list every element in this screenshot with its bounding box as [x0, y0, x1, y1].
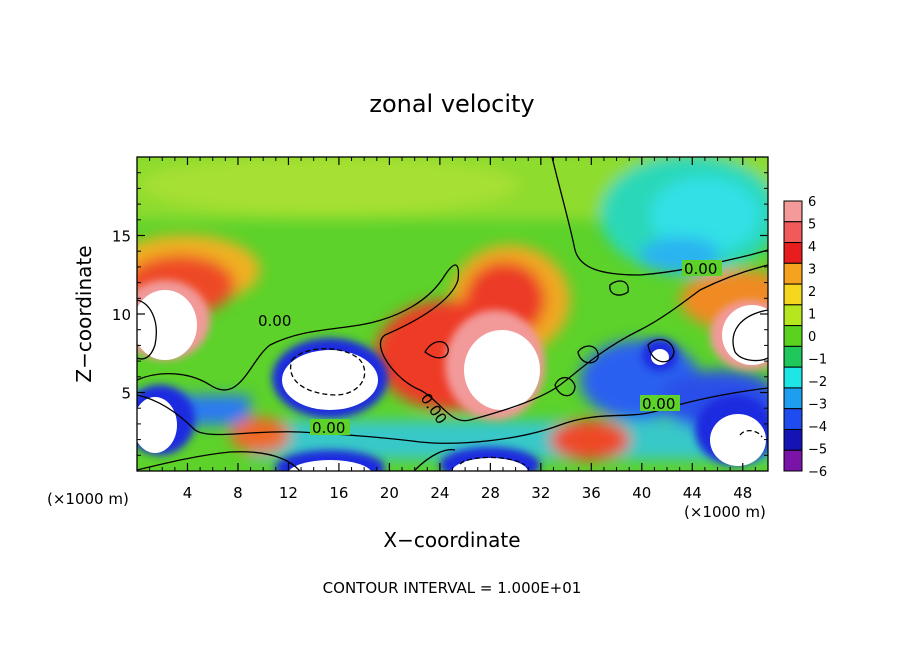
- contour-zero-line: [739, 430, 763, 438]
- x-unit-left: (×1000 m): [47, 490, 129, 508]
- x-tick-label: 32: [531, 484, 550, 502]
- colorbar-level-label: −3: [808, 398, 827, 413]
- colorbar-swatch: [783, 242, 803, 264]
- contour-zero-line: [289, 348, 366, 396]
- x-tick-label: 48: [733, 484, 752, 502]
- colorbar-swatch: [783, 387, 803, 410]
- minor-ticks: [137, 157, 768, 471]
- contour-zero-line: [424, 341, 449, 359]
- y-tick-label: 15: [112, 228, 131, 246]
- colorbar-level-label: 4: [808, 240, 816, 255]
- x-tick-label: 4: [183, 484, 193, 502]
- x-tick-label: 20: [380, 484, 399, 502]
- contour-zero-line: [137, 299, 157, 360]
- colorbar-swatch: [783, 366, 803, 389]
- contour-zero-line: [137, 264, 768, 422]
- y-tick-label: 5: [121, 385, 131, 403]
- white-core: [137, 290, 197, 360]
- x-tick-label: 16: [329, 484, 348, 502]
- colorbar-level-label: −5: [808, 443, 827, 458]
- x-unit-right: (×1000 m): [684, 503, 766, 521]
- contour-zero-line: [459, 456, 526, 466]
- white-core: [722, 305, 768, 365]
- contour-zero-line: [414, 449, 456, 471]
- x-tick-label: 8: [233, 484, 243, 502]
- colorbar-level-label: −2: [808, 375, 827, 390]
- x-tick-label: 28: [481, 484, 500, 502]
- colorbar-level-label: 2: [808, 285, 816, 300]
- colorbar-level-label: 5: [808, 218, 816, 233]
- contour-zero-line: [609, 280, 629, 296]
- colorbar-swatch: [783, 283, 803, 306]
- contour-label: 0.00: [684, 260, 717, 278]
- x-tick-label: 36: [582, 484, 601, 502]
- x-tick-label: 40: [632, 484, 651, 502]
- plot-area: 0.00 0.00 0.00 0.00 0.00: [137, 157, 768, 471]
- contour-label: 0.00: [312, 419, 345, 437]
- contour-zero-line: [732, 309, 768, 362]
- colorbar-level-label: −1: [808, 353, 827, 368]
- white-core: [137, 397, 177, 453]
- colorbar-level-label: −4: [808, 420, 827, 435]
- x-axis-label: X−coordinate: [383, 528, 520, 552]
- x-tick-label: 12: [279, 484, 298, 502]
- x-axis: 4 8 12 16 20 24 28 32 36 40 44 48: [183, 157, 752, 502]
- contour-interval-note: CONTOUR INTERVAL = 1.000E+01: [323, 579, 582, 597]
- colorbar-level-label: 1: [808, 308, 816, 323]
- white-core: [710, 414, 766, 466]
- colorbar-swatch: [783, 408, 803, 430]
- colorbar-level-label: 0: [808, 330, 816, 345]
- contour-zero-line: [554, 376, 576, 397]
- colorbar-level-label: −6: [808, 465, 827, 480]
- colorbar-swatch: [783, 221, 803, 244]
- contour-label: 0.00: [642, 395, 675, 413]
- colorbar-swatch: [783, 449, 803, 472]
- colorbar-level-label: 6: [808, 195, 816, 210]
- white-core: [651, 349, 669, 365]
- colorbar-swatch: [783, 262, 803, 285]
- colorbar-swatch: [783, 200, 803, 223]
- colorbar-swatch: [783, 428, 803, 451]
- white-core: [282, 350, 378, 410]
- contour-zero-line: [137, 451, 301, 471]
- colorbar-swatch: [783, 304, 803, 327]
- white-core: [288, 460, 372, 471]
- chart-title: zonal velocity: [369, 90, 534, 118]
- colorbar-swatch: [783, 325, 803, 347]
- y-axis-label: Z−coordinate: [72, 245, 96, 382]
- colorbar-level-label: 3: [808, 263, 816, 278]
- x-tick-label: 24: [430, 484, 449, 502]
- white-core: [464, 330, 540, 410]
- y-axis: 5 10 15: [112, 228, 768, 403]
- contour-zero-line: [577, 345, 599, 364]
- contour-zero-line: [647, 338, 675, 363]
- colorbar: 6 5 4 3 2 1 0 −1 −2 −3 −4 −5 −6: [783, 195, 827, 480]
- contour-label: 0.00: [258, 312, 291, 330]
- x-tick-label: 44: [683, 484, 702, 502]
- colorbar-swatch: [783, 345, 803, 368]
- y-tick-label: 10: [112, 306, 131, 324]
